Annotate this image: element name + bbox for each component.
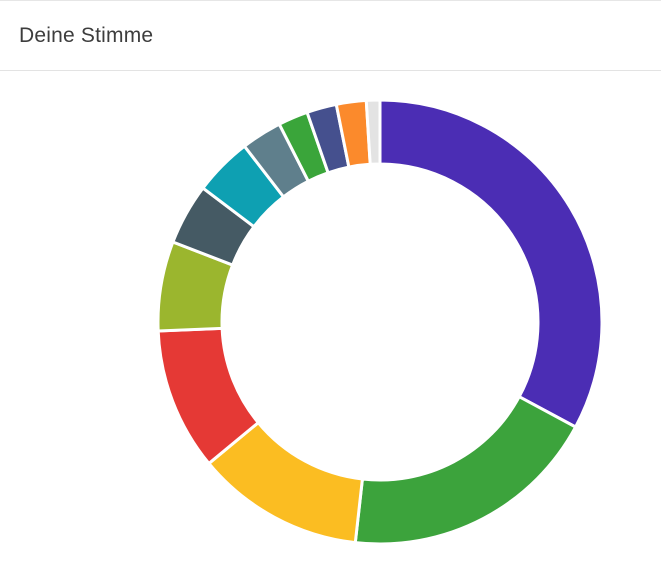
donut-slice-2[interactable]	[353, 394, 578, 546]
donut-slice-12[interactable]	[364, 98, 382, 166]
donut-chart	[156, 98, 604, 546]
chart-area	[0, 72, 661, 571]
card-header: Deine Stimme	[0, 1, 661, 71]
donut-slice-1[interactable]	[378, 98, 604, 430]
card-title: Deine Stimme	[19, 23, 154, 47]
